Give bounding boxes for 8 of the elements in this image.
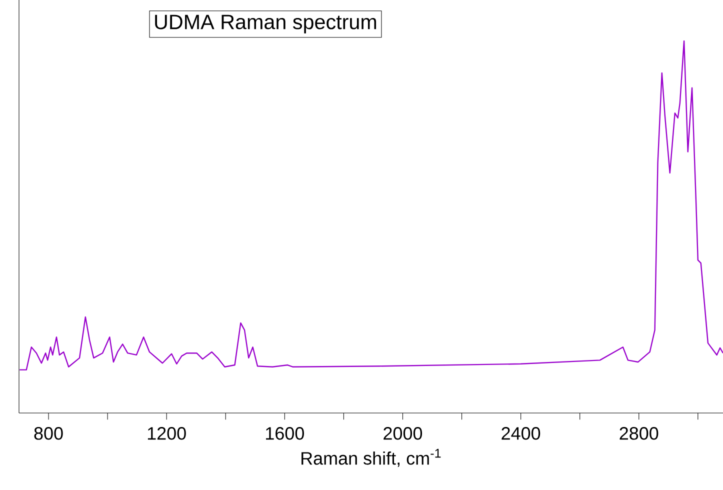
chart-title: UDMA Raman spectrum — [155, 14, 376, 34]
x-axis-title: Raman shift, cm$^{-1}$ — [302, 448, 441, 467]
x-tick-label: 1600 — [266, 427, 304, 440]
x-tick-label: 2400 — [502, 427, 540, 440]
x-tick-label: 2000 — [384, 427, 422, 440]
x-tick-label: 1200 — [148, 427, 186, 440]
x-tick-label: 2800 — [620, 427, 658, 440]
x-tick-label: 800 — [34, 427, 63, 440]
